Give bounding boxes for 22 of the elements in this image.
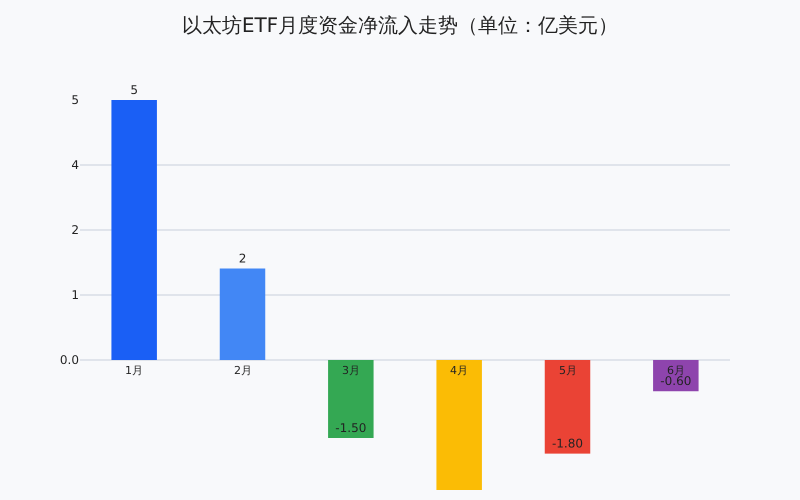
chart-title: 以太坊ETF月度资金净流入走势（单位：亿美元） bbox=[182, 13, 618, 37]
bar bbox=[436, 360, 482, 490]
data-label: -1.80 bbox=[552, 436, 584, 451]
data-label: 2 bbox=[238, 251, 246, 266]
bar bbox=[328, 360, 374, 438]
y-tick-label: 1 bbox=[71, 288, 79, 302]
y-tick-label: 2 bbox=[71, 223, 79, 238]
y-tick-label: 5 bbox=[71, 93, 79, 108]
x-tick-label: 5月 bbox=[559, 364, 577, 377]
data-label: -1.50 bbox=[335, 421, 366, 435]
x-tick-label: 4月 bbox=[450, 364, 468, 377]
y-tick-label: 0.0 bbox=[60, 353, 79, 368]
bar bbox=[220, 268, 266, 360]
data-label: -0.60 bbox=[660, 374, 692, 388]
data-label: 5 bbox=[130, 83, 138, 97]
x-tick-label: 2月 bbox=[234, 364, 252, 377]
x-tick-label: 1月 bbox=[125, 364, 143, 377]
bar bbox=[111, 100, 157, 360]
y-tick-label: 4 bbox=[71, 158, 79, 172]
bar bbox=[544, 360, 590, 454]
x-tick-label: 3月 bbox=[342, 364, 360, 377]
x-tick-label: 6月 bbox=[667, 364, 685, 377]
